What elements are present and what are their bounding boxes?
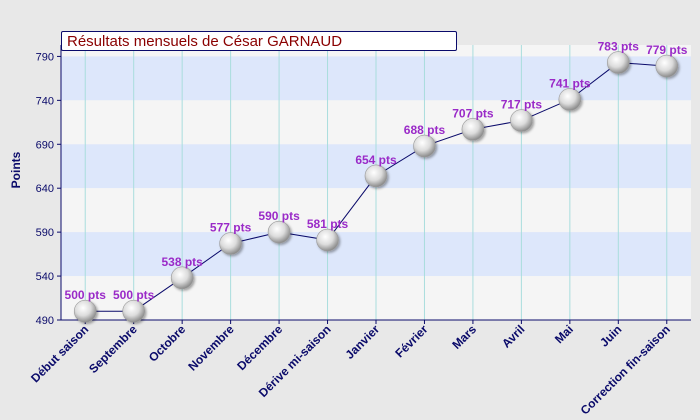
data-point — [607, 51, 630, 74]
data-label: 717 pts — [501, 98, 543, 112]
data-point — [170, 266, 194, 290]
data-point — [267, 220, 291, 244]
x-tick-label: Décembre — [234, 322, 285, 373]
data-label: 688 pts — [404, 123, 446, 137]
chart-title-box: Résultats mensuels de César GARNAUD — [61, 31, 457, 51]
data-point — [413, 134, 436, 158]
y-tick-label: 690 — [36, 139, 54, 151]
y-tick-label: 540 — [36, 271, 54, 283]
data-label: 783 pts — [598, 40, 640, 54]
data-label: 707 pts — [452, 106, 494, 120]
x-tick-label: Mars — [449, 322, 479, 352]
data-point — [219, 232, 242, 255]
x-tick-label: Juin — [597, 322, 624, 349]
y-tick-label: 740 — [36, 95, 54, 107]
x-tick-label: Correction fin-saison — [578, 322, 673, 417]
x-tick-label: Octobre — [146, 322, 189, 365]
x-tick-label: Janvier — [343, 322, 383, 362]
data-point — [122, 299, 145, 323]
x-tick-label: Avril — [499, 322, 527, 350]
data-label: 500 pts — [113, 288, 155, 302]
data-label: 538 pts — [161, 255, 203, 269]
data-point — [364, 164, 388, 188]
data-label: 577 pts — [210, 221, 252, 235]
data-point — [558, 88, 582, 111]
data-point — [655, 54, 679, 78]
x-tick-label: Septembre — [86, 322, 140, 376]
data-label: 779 pts — [646, 43, 688, 57]
y-axis-label: Points — [9, 151, 23, 189]
data-point — [510, 109, 533, 132]
data-label: 581 pts — [307, 217, 349, 231]
data-label: 741 pts — [549, 76, 591, 90]
x-tick-label: Mai — [552, 322, 576, 346]
y-tick-label: 790 — [36, 51, 54, 63]
y-tick-label: 590 — [36, 227, 54, 239]
data-label: 654 pts — [355, 153, 397, 167]
data-point — [73, 299, 97, 323]
data-point — [461, 118, 485, 141]
x-tick-label: Novembre — [185, 322, 237, 374]
x-tick-label: Février — [392, 322, 430, 360]
x-tick-label: Début saison — [28, 322, 91, 385]
data-point — [316, 228, 339, 252]
data-label: 590 pts — [258, 209, 300, 223]
data-label: 500 pts — [65, 288, 107, 302]
y-tick-label: 640 — [36, 183, 54, 195]
y-tick-label: 490 — [36, 315, 54, 327]
chart-title: Résultats mensuels de César GARNAUD — [67, 33, 343, 50]
